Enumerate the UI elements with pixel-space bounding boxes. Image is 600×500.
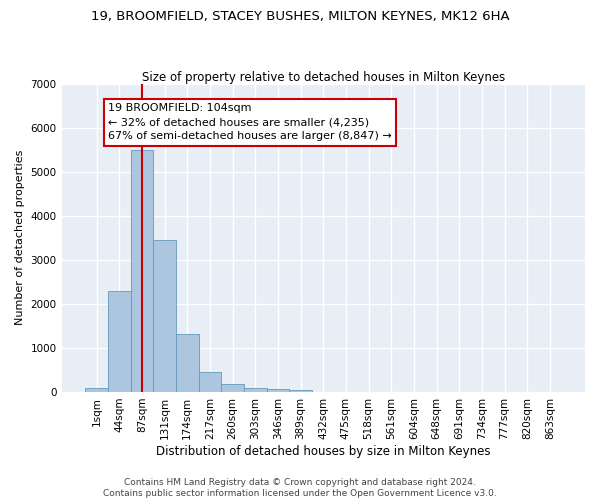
X-axis label: Distribution of detached houses by size in Milton Keynes: Distribution of detached houses by size …	[156, 444, 491, 458]
Bar	[289, 390, 312, 392]
Bar	[199, 372, 221, 392]
Bar	[154, 240, 176, 392]
Bar	[85, 388, 108, 392]
Text: Contains HM Land Registry data © Crown copyright and database right 2024.
Contai: Contains HM Land Registry data © Crown c…	[103, 478, 497, 498]
Title: Size of property relative to detached houses in Milton Keynes: Size of property relative to detached ho…	[142, 70, 505, 84]
Text: 19 BROOMFIELD: 104sqm
← 32% of detached houses are smaller (4,235)
67% of semi-d: 19 BROOMFIELD: 104sqm ← 32% of detached …	[108, 104, 392, 142]
Bar	[244, 388, 266, 392]
Bar	[131, 150, 154, 392]
Text: 19, BROOMFIELD, STACEY BUSHES, MILTON KEYNES, MK12 6HA: 19, BROOMFIELD, STACEY BUSHES, MILTON KE…	[91, 10, 509, 23]
Y-axis label: Number of detached properties: Number of detached properties	[15, 150, 25, 326]
Bar	[108, 292, 131, 392]
Bar	[266, 389, 289, 392]
Bar	[176, 334, 199, 392]
Bar	[221, 384, 244, 392]
